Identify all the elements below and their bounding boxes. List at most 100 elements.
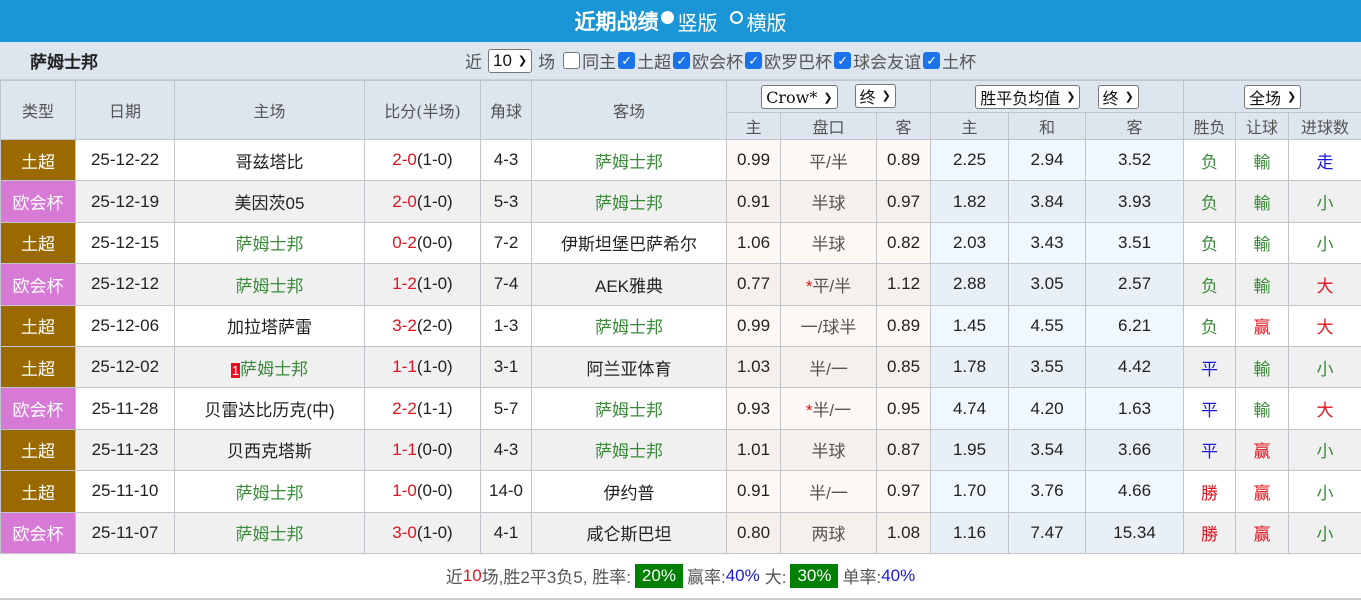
home-team-name[interactable]: 加拉塔萨雷 <box>227 318 312 337</box>
checkbox-label[interactable]: 土杯 <box>942 48 976 73</box>
home-team-cell[interactable]: 萨姆士邦 <box>175 512 365 553</box>
score-cell[interactable]: 3-2(2-0) <box>365 305 481 346</box>
away-team-cell[interactable]: 伊斯坦堡巴萨希尔 <box>532 222 727 263</box>
type-cell[interactable]: 土超 <box>1 429 76 470</box>
away-team-cell[interactable]: 萨姆士邦 <box>532 429 727 470</box>
full-score: 2-0 <box>392 150 417 169</box>
away-team-cell[interactable]: 萨姆士邦 <box>532 305 727 346</box>
handicap-result-cell: 輸 <box>1236 222 1289 263</box>
period-select[interactable]: 全场❯ <box>1244 85 1301 109</box>
home-team-name[interactable]: 贝雷达比历克(中) <box>204 401 334 420</box>
corners-cell: 5-7 <box>481 388 532 429</box>
checkbox-5[interactable]: ✓ <box>923 52 940 69</box>
checkbox-label[interactable]: 同主 <box>582 48 616 73</box>
avg-away-cell: 2.57 <box>1086 264 1184 305</box>
score-cell[interactable]: 2-2(1-1) <box>365 388 481 429</box>
score-cell[interactable]: 1-1(1-0) <box>365 346 481 387</box>
home-team-name[interactable]: 哥兹塔比 <box>236 153 304 172</box>
goals-result-cell: 小 <box>1289 346 1361 387</box>
score-cell[interactable]: 0-2(0-0) <box>365 222 481 263</box>
home-team-name[interactable]: 萨姆士邦 <box>236 484 304 503</box>
corners-cell: 7-4 <box>481 264 532 305</box>
radio-horizontal[interactable] <box>730 11 743 24</box>
checkbox-label[interactable]: 土超 <box>637 48 671 73</box>
home-team-name[interactable]: 萨姆士邦 <box>240 360 308 379</box>
date-cell: 25-12-15 <box>76 222 175 263</box>
checkbox-label[interactable]: 球会友谊 <box>853 48 921 73</box>
match-count-value: 10 <box>493 51 512 71</box>
handicap-cell: 半球 <box>781 429 877 470</box>
home-team-cell[interactable]: 哥兹塔比 <box>175 140 365 181</box>
score-cell[interactable]: 1-1(0-0) <box>365 429 481 470</box>
score-cell[interactable]: 2-0(1-0) <box>365 140 481 181</box>
result-cell: 负 <box>1184 305 1236 346</box>
odds-stage-select[interactable]: 终❯ <box>855 84 896 108</box>
home-team-cell[interactable]: 萨姆士邦 <box>175 222 365 263</box>
match-count-select[interactable]: 10❯ <box>488 49 532 73</box>
checkbox-4[interactable]: ✓ <box>834 52 851 69</box>
home-team-cell[interactable]: 萨姆士邦 <box>175 264 365 305</box>
recent-matches-table: 类型 日期 主场 比分(半场) 角球 客场 Crow*❯ 终❯ 胜平负均值❯ 终… <box>0 80 1361 554</box>
home-team-cell[interactable]: 贝西克塔斯 <box>175 429 365 470</box>
checkbox-label[interactable]: 欧罗巴杯 <box>764 48 832 73</box>
half-score: (0-0) <box>417 481 453 500</box>
score-cell[interactable]: 3-0(1-0) <box>365 512 481 553</box>
handicap-cell: 半/一 <box>781 346 877 387</box>
home-team-name[interactable]: 萨姆士邦 <box>236 235 304 254</box>
odds-header: Crow*❯ 终❯ <box>727 81 931 113</box>
checkbox-3[interactable]: ✓ <box>745 52 762 69</box>
home-team-cell[interactable]: 萨姆士邦 <box>175 471 365 512</box>
radio-horizontal-label[interactable]: 横版 <box>747 7 787 36</box>
type-cell[interactable]: 欧会杯 <box>1 388 76 429</box>
home-team-cell[interactable]: 贝雷达比历克(中) <box>175 388 365 429</box>
avg-away-cell: 3.93 <box>1086 181 1184 222</box>
home-team-name[interactable]: 美因茨05 <box>235 194 305 213</box>
score-cell[interactable]: 1-2(1-0) <box>365 264 481 305</box>
home-team-cell[interactable]: 美因茨05 <box>175 181 365 222</box>
avg-away-cell: 15.34 <box>1086 512 1184 553</box>
home-team-name[interactable]: 萨姆士邦 <box>236 525 304 544</box>
home-team-cell[interactable]: 加拉塔萨雷 <box>175 305 365 346</box>
radio-vertical-label[interactable]: 竖版 <box>678 7 718 36</box>
radio-vertical[interactable] <box>661 11 674 24</box>
away-team-cell[interactable]: 阿兰亚体育 <box>532 346 727 387</box>
away-team-cell[interactable]: 萨姆士邦 <box>532 388 727 429</box>
home-team-cell[interactable]: 1萨姆士邦 <box>175 346 365 387</box>
type-cell[interactable]: 欧会杯 <box>1 264 76 305</box>
type-cell[interactable]: 土超 <box>1 471 76 512</box>
type-cell[interactable]: 土超 <box>1 346 76 387</box>
win-rate: 20% <box>635 564 683 588</box>
checkbox-1[interactable]: ✓ <box>618 52 635 69</box>
away-team-cell[interactable]: 萨姆士邦 <box>532 181 727 222</box>
away-team-cell[interactable]: AEK雅典 <box>532 264 727 305</box>
away-team-cell[interactable]: 萨姆士邦 <box>532 140 727 181</box>
away-team-cell[interactable]: 伊约普 <box>532 471 727 512</box>
type-cell[interactable]: 土超 <box>1 305 76 346</box>
checkbox-label[interactable]: 欧会杯 <box>692 48 743 73</box>
avg-stage-select[interactable]: 终❯ <box>1098 85 1139 109</box>
type-cell[interactable]: 土超 <box>1 140 76 181</box>
type-cell[interactable]: 欧会杯 <box>1 181 76 222</box>
avg-draw-cell: 3.84 <box>1009 181 1086 222</box>
handicap-value: 平/半 <box>809 153 848 172</box>
score-cell[interactable]: 1-0(0-0) <box>365 471 481 512</box>
score-cell[interactable]: 2-0(1-0) <box>365 181 481 222</box>
avg-away-cell: 3.52 <box>1086 140 1184 181</box>
type-cell[interactable]: 土超 <box>1 222 76 263</box>
home-odds-cell: 0.77 <box>727 264 781 305</box>
home-team-name[interactable]: 贝西克塔斯 <box>227 442 312 461</box>
odds-company-select[interactable]: Crow*❯ <box>761 85 837 109</box>
home-team-name[interactable]: 萨姆士邦 <box>236 277 304 296</box>
odd-rate: 40% <box>881 566 915 586</box>
away-odds-cell: 0.97 <box>877 471 931 512</box>
avg-type-select[interactable]: 胜平负均值❯ <box>975 85 1080 109</box>
checkbox-2[interactable]: ✓ <box>673 52 690 69</box>
away-team-cell[interactable]: 咸仑斯巴坦 <box>532 512 727 553</box>
avg-draw-cell: 3.76 <box>1009 471 1086 512</box>
checkbox-0[interactable] <box>563 52 580 69</box>
home-odds-cell: 0.91 <box>727 181 781 222</box>
type-cell[interactable]: 欧会杯 <box>1 512 76 553</box>
subcol-header: 和 <box>1009 113 1086 140</box>
avg-home-cell: 2.25 <box>931 140 1009 181</box>
